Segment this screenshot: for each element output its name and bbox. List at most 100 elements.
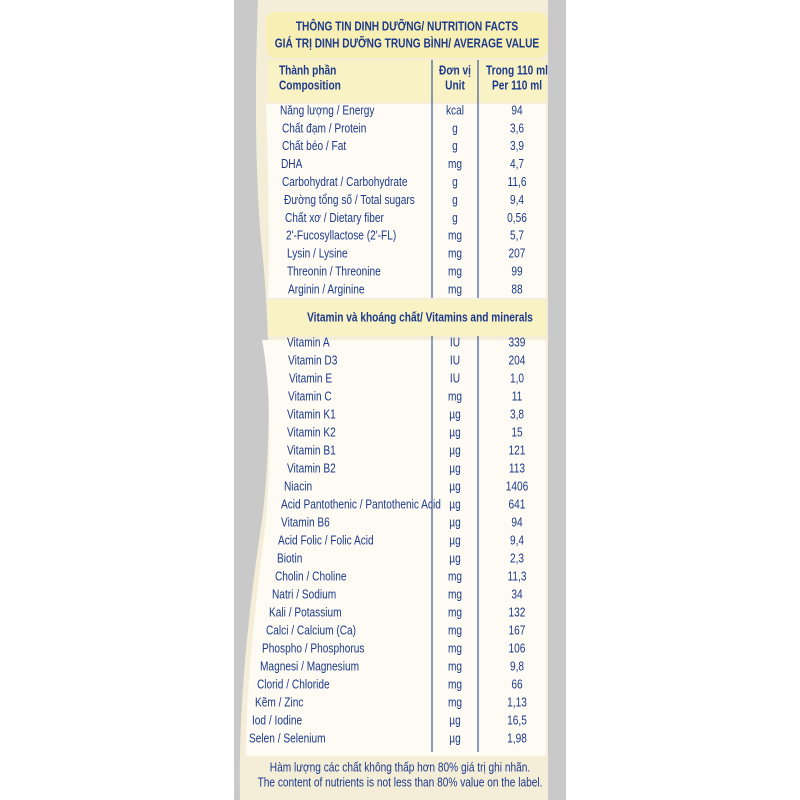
unit: µg xyxy=(449,533,460,547)
nutrient-name: Năng lượng / Energy xyxy=(280,103,375,117)
table-body xyxy=(246,340,546,756)
unit: mg xyxy=(448,389,462,403)
unit: µg xyxy=(449,731,460,745)
table-body xyxy=(266,104,546,298)
nutrient-name: Chất béo / Fat xyxy=(282,139,347,153)
amount: 9,8 xyxy=(510,659,524,673)
unit: µg xyxy=(449,443,460,457)
unit: mg xyxy=(448,569,462,583)
unit: g xyxy=(452,211,458,225)
text-layer: THÔNG TIN DINH DƯỠNG/ NUTRITION FACTS GIÁ… xyxy=(249,19,548,789)
nutrient-name: Vitamin K2 xyxy=(287,425,336,439)
amount: 132 xyxy=(509,605,526,619)
nutrient-name: Đường tổng số / Total sugars xyxy=(284,193,415,207)
amount: 1,98 xyxy=(507,731,527,745)
column-title: Unit xyxy=(445,78,465,92)
nutrient-name: Lysin / Lysine xyxy=(287,246,348,260)
unit: mg xyxy=(448,695,462,709)
amount: 5,7 xyxy=(510,229,524,243)
nutrient-name: Chất xơ / Dietary fiber xyxy=(285,211,384,225)
amount: 34 xyxy=(511,587,523,601)
nutrient-name: Biotin xyxy=(277,551,302,565)
unit: µg xyxy=(449,407,460,421)
nutrient-name: Magnesi / Magnesium xyxy=(260,659,359,673)
amount: 1,13 xyxy=(507,695,527,709)
nutrient-name: Vitamin E xyxy=(289,371,332,385)
section-title: Vitamin và khoáng chất/ Vitamins and min… xyxy=(307,310,533,324)
unit: mg xyxy=(448,605,462,619)
unit: IU xyxy=(450,371,460,385)
nutrient-name: Vitamin B6 xyxy=(281,515,330,529)
amount: 88 xyxy=(511,282,522,296)
unit: µg xyxy=(449,713,460,727)
amount: 2,3 xyxy=(510,551,524,565)
nutrient-name: Acid Pantothenic / Pantothenic Acid xyxy=(281,497,441,511)
nutrient-name: Chất đạm / Protein xyxy=(282,121,366,135)
header-subtitle: GIÁ TRỊ DINH DƯỠNG TRUNG BÌNH/ AVERAGE V… xyxy=(275,36,540,50)
nutrient-name: Vitamin A xyxy=(287,335,330,349)
amount: 15 xyxy=(511,425,522,439)
nutrient-name: Kali / Potassium xyxy=(269,605,342,619)
header-box xyxy=(266,12,548,58)
unit: µg xyxy=(449,497,460,511)
nutrient-name: Cholin / Choline xyxy=(275,569,346,583)
nutrient-name: Threonin / Threonine xyxy=(287,264,381,278)
nutrient-name: Calci / Calcium (Ca) xyxy=(266,623,356,637)
amount: 3,9 xyxy=(510,139,524,153)
amount: 4,7 xyxy=(510,157,524,171)
amount: 3,6 xyxy=(510,121,524,135)
amount: 94 xyxy=(511,515,523,529)
unit: kcal xyxy=(446,103,464,117)
column-title: Composition xyxy=(279,78,341,92)
nutrient-name: DHA xyxy=(281,157,303,171)
amount: 113 xyxy=(509,461,525,475)
nutrient-name: Clorid / Chloride xyxy=(257,677,330,691)
amount: 167 xyxy=(509,623,526,637)
amount: 121 xyxy=(509,443,526,457)
unit: g xyxy=(452,193,458,207)
nutrient-name: Kẽm / Zinc xyxy=(255,695,304,709)
unit: mg xyxy=(448,587,462,601)
amount: 1,0 xyxy=(510,371,525,385)
amount: 0,56 xyxy=(507,211,527,225)
unit: µg xyxy=(449,479,460,493)
unit: mg xyxy=(448,229,462,243)
unit: g xyxy=(452,175,458,189)
unit: mg xyxy=(448,282,462,296)
unit: mg xyxy=(448,246,462,260)
amount: 339 xyxy=(509,335,526,349)
column-title: Thành phần xyxy=(279,63,336,77)
section-header xyxy=(268,300,546,336)
amount: 9,4 xyxy=(510,533,525,547)
unit: g xyxy=(452,121,458,135)
unit: mg xyxy=(448,623,462,637)
unit: mg xyxy=(448,157,462,171)
amount: 99 xyxy=(511,264,522,278)
nutrient-name: Natri / Sodium xyxy=(272,587,336,601)
nutrient-name: Arginin / Arginine xyxy=(288,282,365,296)
nutrient-name: Vitamin B1 xyxy=(287,443,336,457)
unit: µg xyxy=(449,515,460,529)
amount: 1406 xyxy=(506,479,529,493)
amount: 11 xyxy=(512,389,523,403)
column-header xyxy=(268,60,546,102)
amount: 16,5 xyxy=(507,713,527,727)
nutrient-name: Vitamin K1 xyxy=(287,407,336,421)
column-title: Đơn vị xyxy=(439,63,471,77)
footnote: The content of nutrients is not less tha… xyxy=(258,775,543,789)
nutrient-name: Phospho / Phosphorus xyxy=(262,641,365,655)
unit: µg xyxy=(449,425,460,439)
footnote: Hàm lượng các chất không thấp hơn 80% gi… xyxy=(270,760,530,774)
amount: 3,8 xyxy=(510,407,524,421)
nutrient-name: Vitamin B2 xyxy=(287,461,336,475)
amount: 9,4 xyxy=(510,193,525,207)
nutrient-name: Niacin xyxy=(284,479,312,493)
amount: 204 xyxy=(509,353,526,367)
amount: 11,3 xyxy=(508,569,527,583)
amount: 641 xyxy=(509,497,526,511)
unit: IU xyxy=(450,353,460,367)
unit: µg xyxy=(449,551,460,565)
unit: g xyxy=(452,139,458,153)
